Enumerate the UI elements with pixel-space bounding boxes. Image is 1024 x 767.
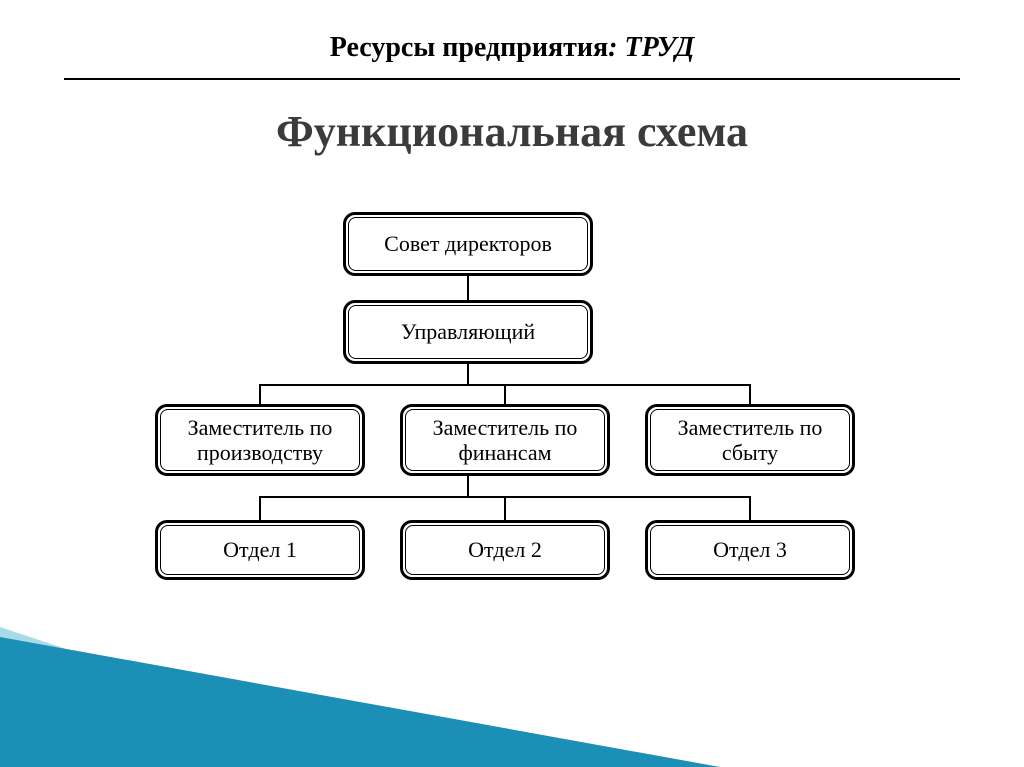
node-dep1: Заместитель по производству <box>155 404 365 476</box>
connector <box>467 476 469 496</box>
node-label: Заместитель по сбыту <box>658 415 842 466</box>
node-mgr: Управляющий <box>343 300 593 364</box>
connector <box>749 384 751 404</box>
connector <box>259 496 261 520</box>
node-label: Заместитель по финансам <box>413 415 597 466</box>
node-label: Отдел 1 <box>223 537 297 562</box>
node-label: Управляющий <box>401 319 535 344</box>
connector <box>259 384 261 404</box>
node-label: Совет директоров <box>384 231 552 256</box>
node-dep2: Заместитель по финансам <box>400 404 610 476</box>
node-label: Заместитель по производству <box>168 415 352 466</box>
node-d2: Отдел 2 <box>400 520 610 580</box>
node-label: Отдел 3 <box>713 537 787 562</box>
connector <box>504 496 506 520</box>
node-root: Совет директоров <box>343 212 593 276</box>
slide: Ресурсы предприятия: ТРУД Функциональная… <box>0 0 1024 767</box>
connector <box>749 496 751 520</box>
node-d3: Отдел 3 <box>645 520 855 580</box>
org-chart: Совет директоров Управляющий Заместитель п… <box>0 0 1024 767</box>
node-dep3: Заместитель по сбыту <box>645 404 855 476</box>
connector <box>467 276 469 300</box>
connector <box>504 384 506 404</box>
node-d1: Отдел 1 <box>155 520 365 580</box>
connector <box>467 364 469 384</box>
node-label: Отдел 2 <box>468 537 542 562</box>
